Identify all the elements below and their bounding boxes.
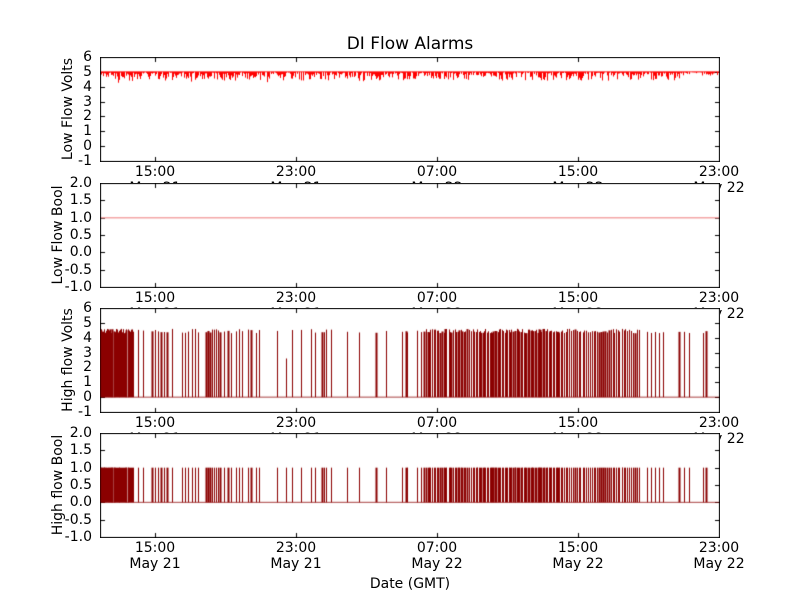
y-tick-label: 6 [83,300,92,316]
x-tick-time: 15:00 [134,540,176,556]
x-tick-time: 23:00 [698,415,740,431]
y-tick-label: 0.5 [69,227,92,243]
subplot-low-flow-volts [100,57,720,162]
x-tick-time: 23:00 [275,164,317,180]
y-tick-label: 0 [83,138,92,154]
x-tick-time: 15:00 [557,164,599,180]
x-tick-time: 15:00 [134,164,176,180]
y-tick-label: 1 [83,374,92,390]
x-tick-time: 15:00 [557,415,599,431]
y-tick-label: 1.5 [69,442,92,458]
x-axis-title: Date (GMT) [369,576,451,592]
plot-area-high-flow-volts [100,308,720,413]
y-tick-label: 2 [83,108,92,124]
y-tick-label: 1.0 [69,210,92,226]
y-tick-label: 0.5 [69,477,92,493]
chart-title: DI Flow Alarms [346,34,474,54]
x-axis-labels-4: 15:00 May 21 23:00 May 21 07:00 May 22 15:00 Ma… [0,540,800,574]
y-tick-label: 1.5 [69,192,92,208]
plot-area-high-flow-bool [100,433,720,538]
plot-area-low-flow-bool [100,183,720,288]
y-tick-label: 1.0 [69,460,92,476]
x-tick-time: 23:00 [275,290,317,306]
y-tick-label: -1.0 [64,529,92,545]
x-tick-date: May 22 [693,556,745,572]
y-tick-label: 1 [83,123,92,139]
y-axis-label-high-flow-bool: High flow Bool [50,434,66,536]
x-tick-date: May 21 [129,556,181,572]
y-tick-label: -0.5 [64,262,92,278]
y-tick-label: 2 [83,359,92,375]
y-tick-label: 5 [83,315,92,331]
x-tick-time: 23:00 [698,540,740,556]
y-tick-label: 2.0 [69,175,92,191]
x-tick-time: 23:00 [275,540,317,556]
y-tick-label: 2.0 [69,425,92,441]
y-tick-label: -1.0 [64,279,92,295]
y-tick-label: -1 [78,404,92,420]
y-tick-label: 4 [83,79,92,95]
x-tick-time: 23:00 [275,415,317,431]
x-tick-time: 07:00 [416,415,458,431]
x-tick-time: 07:00 [416,540,458,556]
x-tick-date: May 22 [552,556,604,572]
subplot-high-flow-volts [100,308,720,413]
x-tick-time: 15:00 [557,290,599,306]
y-tick-label: 6 [83,49,92,65]
subplot-low-flow-bool [100,183,720,288]
x-tick-time: 15:00 [134,290,176,306]
plot-area-low-flow-volts [100,57,720,162]
x-tick-time: 15:00 [134,415,176,431]
y-tick-label: 3 [83,345,92,361]
y-tick-label: 0 [83,389,92,405]
y-tick-label: -1 [78,153,92,169]
x-tick-time: 07:00 [416,290,458,306]
y-tick-label: 4 [83,330,92,346]
y-tick-label: 3 [83,94,92,110]
x-tick-time: 15:00 [557,540,599,556]
x-tick-time: 23:00 [698,290,740,306]
y-tick-label: 0.0 [69,244,92,260]
x-tick-date: May 21 [270,556,322,572]
y-tick-label: 0.0 [69,494,92,510]
y-tick-label: -0.5 [64,512,92,528]
y-tick-label: 5 [83,64,92,80]
x-tick-time: 23:00 [698,164,740,180]
x-tick-date: May 22 [411,556,463,572]
subplot-high-flow-bool [100,433,720,538]
x-tick-time: 07:00 [416,164,458,180]
